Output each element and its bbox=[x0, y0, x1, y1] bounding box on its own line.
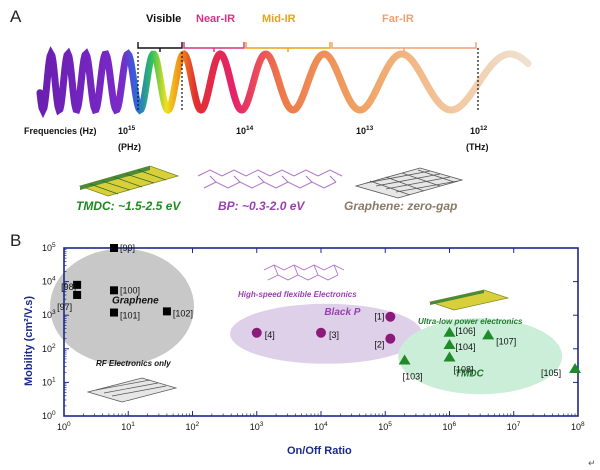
x-tick-label: 101 bbox=[121, 421, 135, 432]
y-tick-label: 105 bbox=[42, 242, 56, 253]
panel-a-letter: A bbox=[10, 7, 22, 26]
y-tick-label: 104 bbox=[42, 276, 56, 287]
freq-unit-thz: (THz) bbox=[466, 142, 489, 152]
black-p-point bbox=[251, 327, 262, 338]
frequencies-title: Frequencies (Hz) bbox=[24, 126, 97, 136]
freq-tick-thz: 1012 (THz) bbox=[466, 125, 489, 152]
graphene-point bbox=[109, 244, 118, 252]
y-tick-label: 101 bbox=[42, 376, 56, 387]
point-ref-label: [2] bbox=[374, 340, 384, 350]
tmdc-point bbox=[398, 354, 411, 365]
point-ref-label: [97] bbox=[57, 302, 72, 312]
tmdc-region-label: TMDC bbox=[455, 368, 485, 379]
x-tick-label: 105 bbox=[378, 421, 392, 432]
rf-graphene-lattice bbox=[86, 377, 178, 403]
panel-b-letter: B bbox=[10, 231, 21, 250]
graphene-bandgap-label: Graphene: zero-gap bbox=[344, 199, 457, 213]
mobility-chart: 100 101 102 103 104 105 106 107 108 100 101 102 103 1… bbox=[23, 242, 585, 457]
point-ref-label: [106] bbox=[456, 326, 476, 336]
x-tick-label: 100 bbox=[57, 421, 71, 432]
band-brackets bbox=[137, 42, 477, 52]
point-ref-label: [99] bbox=[120, 243, 135, 253]
black-p-region-label: Black P bbox=[324, 307, 360, 318]
black-p-point bbox=[385, 333, 396, 344]
spectrum-wave bbox=[36, 46, 532, 119]
svg-text:1012: 1012 bbox=[470, 125, 488, 136]
graphene-point bbox=[109, 308, 118, 317]
tmdc-point bbox=[482, 329, 495, 340]
freq-tick-phz: 1015 (PHz) bbox=[118, 125, 141, 152]
bp-lattice-illustration bbox=[197, 169, 343, 189]
band-label-mid-ir: Mid-IR bbox=[262, 13, 296, 25]
y-tick-label: 103 bbox=[42, 309, 56, 320]
point-ref-label: [103] bbox=[403, 371, 423, 381]
x-tick-label: 106 bbox=[443, 421, 457, 432]
graphene-lattice-illustration bbox=[354, 167, 464, 199]
tmdc-point bbox=[443, 351, 456, 362]
tmdc-point bbox=[443, 338, 456, 349]
point-ref-label: [3] bbox=[329, 330, 339, 340]
point-ref-label: [4] bbox=[265, 330, 275, 340]
x-tick-label: 107 bbox=[507, 421, 521, 432]
bp-bandgap-label: BP: ~0.3-2.0 eV bbox=[218, 199, 305, 213]
point-ref-label: [108] bbox=[454, 365, 474, 375]
black-p-region bbox=[230, 303, 423, 364]
tmdc-bandgap-label: TMDC: ~1.5-2.5 eV bbox=[76, 199, 181, 213]
point-ref-label: [1] bbox=[374, 312, 384, 322]
x-tick-label: 104 bbox=[314, 421, 328, 432]
freq-tick-1e13: 1013 bbox=[356, 125, 374, 136]
ultra-low-annotation: Ultra-low power electronics bbox=[418, 317, 523, 326]
corner-return-mark: ↵ bbox=[588, 459, 596, 469]
band-label-visible: Visible bbox=[146, 13, 181, 25]
y-axis-title: Mobility (cm²/V.s) bbox=[23, 296, 35, 386]
rf-annotation: RF Electronics only bbox=[96, 359, 171, 368]
black-p-point bbox=[385, 311, 396, 322]
freq-tick-1e14: 1014 bbox=[236, 125, 254, 136]
graphene-point bbox=[109, 286, 118, 295]
x-tick-label: 102 bbox=[186, 421, 200, 432]
hs-lattice-illustration bbox=[263, 264, 345, 281]
band-label-far-ir: Far-IR bbox=[382, 13, 414, 25]
point-ref-label: [104] bbox=[456, 342, 476, 352]
y-tick-label: 102 bbox=[42, 343, 56, 354]
tmdc-region bbox=[398, 318, 563, 395]
graphene-point bbox=[73, 290, 82, 299]
x-tick-label: 103 bbox=[250, 421, 264, 432]
y-tick-label: 100 bbox=[42, 410, 56, 421]
svg-text:1015: 1015 bbox=[118, 125, 136, 136]
x-tick-label: 108 bbox=[571, 421, 585, 432]
x-axis-title: On/Off Ratio bbox=[287, 445, 352, 457]
graphene-point bbox=[73, 280, 82, 289]
band-label-near-ir: Near-IR bbox=[196, 13, 235, 25]
tmdc-point bbox=[569, 363, 582, 374]
point-ref-label: [107] bbox=[496, 336, 516, 346]
point-ref-label: [102] bbox=[173, 308, 193, 318]
high-speed-annotation: High-speed flexible Electronics bbox=[238, 290, 357, 299]
freq-unit-phz: (PHz) bbox=[118, 142, 141, 152]
graphene-region bbox=[50, 248, 195, 365]
point-ref-label: [98] bbox=[61, 282, 76, 292]
graphene-region-label: Graphene bbox=[112, 296, 159, 307]
point-ref-label: [101] bbox=[120, 311, 140, 321]
graphene-point bbox=[162, 307, 171, 316]
tmdc-point bbox=[443, 326, 456, 337]
black-p-point bbox=[316, 327, 326, 338]
ulp-lattice-illustration bbox=[428, 289, 510, 311]
point-ref-label: [100] bbox=[120, 285, 140, 295]
tmdc-lattice-illustration bbox=[78, 165, 180, 197]
point-ref-label: [105] bbox=[541, 368, 561, 378]
